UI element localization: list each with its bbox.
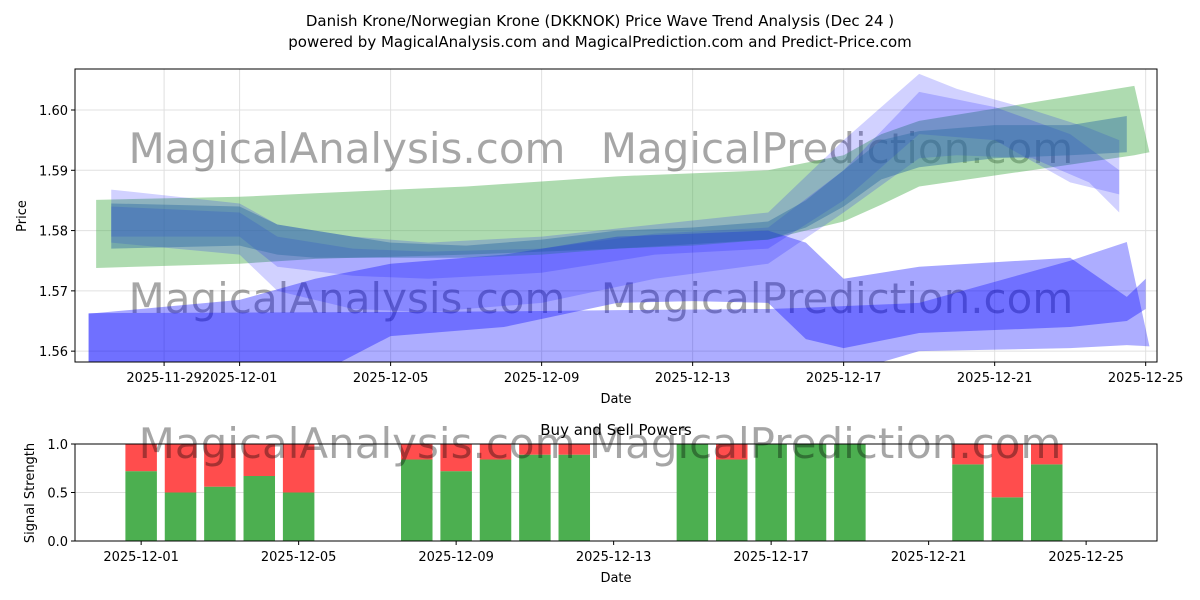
- watermark: MagicalAnalysis.com: [129, 274, 566, 323]
- buy-bar: [243, 476, 276, 541]
- buy-bar: [440, 471, 472, 541]
- y-tick-label: 1.59: [39, 164, 68, 179]
- buy-bar: [952, 464, 984, 541]
- buy-bar: [794, 444, 827, 541]
- sell-bar: [716, 444, 748, 460]
- blue-wave-rising: [88, 230, 1146, 362]
- x-tick-label: 2025-12-09: [504, 371, 580, 386]
- y-tick-label: 1.57: [39, 285, 68, 300]
- sell-bar: [479, 444, 512, 460]
- buy-bar: [204, 486, 236, 541]
- sell-bar: [1031, 444, 1063, 465]
- buy-bar: [834, 444, 866, 541]
- bar-y-axis-label: Signal Strength: [23, 443, 38, 543]
- watermark: MagicalAnalysis.com: [129, 124, 566, 173]
- sell-bar: [243, 444, 276, 477]
- y-tick-label: 1.0: [47, 438, 68, 453]
- bar-chart-title: Buy and Sell Powers: [540, 421, 692, 439]
- sell-bar: [519, 444, 551, 455]
- x-tick-label: 2025-11-29: [126, 371, 202, 386]
- x-tick-label: 2025-12-21: [891, 550, 967, 565]
- blue-wave-main: [111, 73, 1120, 312]
- buy-bar: [991, 497, 1024, 541]
- sell-bar: [282, 444, 315, 493]
- bands-layer: [88, 73, 1150, 362]
- chart-title: Danish Krone/Norwegian Krone (DKKNOK) Pr…: [306, 12, 894, 30]
- y-tick-label: 1.60: [39, 104, 68, 119]
- y-tick-label: 0.0: [47, 535, 68, 550]
- y-axis-label: Price: [15, 200, 30, 232]
- plot-frame: [74, 68, 1158, 363]
- bar-x-axis-label: Date: [600, 571, 631, 586]
- x-axis-label: Date: [600, 392, 631, 407]
- watermark: MagicalPrediction.com: [601, 124, 1074, 173]
- buy-bar: [125, 471, 157, 541]
- x-tick-label: 2025-12-21: [957, 371, 1033, 386]
- x-tick-label: 2025-12-25: [1048, 550, 1124, 565]
- sell-bar: [440, 444, 472, 472]
- x-tick-label: 2025-12-17: [733, 550, 809, 565]
- sell-bar: [991, 444, 1024, 498]
- buy-bar: [1031, 464, 1063, 541]
- x-tick-label: 2025-12-13: [576, 550, 652, 565]
- sell-bar: [204, 444, 236, 487]
- x-tick-label: 2025-12-13: [655, 371, 731, 386]
- x-tick-label: 2025-12-09: [418, 550, 494, 565]
- x-tick-label: 2025-12-05: [261, 550, 337, 565]
- y-tick-label: 0.5: [47, 487, 68, 502]
- buy-bar: [401, 459, 433, 541]
- green-trend-band: [96, 85, 1150, 268]
- sell-bar: [401, 444, 433, 460]
- buy-bar: [479, 459, 512, 541]
- buy-bar: [716, 459, 748, 541]
- buy-bar: [558, 454, 591, 541]
- x-tick-label: 2025-12-01: [202, 371, 278, 386]
- buy-bar: [282, 492, 315, 541]
- buy-bar: [755, 444, 787, 541]
- x-tick-label: 2025-12-01: [103, 550, 179, 565]
- x-tick-label: 2025-12-05: [353, 371, 429, 386]
- buy-bar: [676, 444, 709, 541]
- watermark: MagicalPrediction.com: [601, 274, 1074, 323]
- x-tick-label: 2025-12-25: [1108, 371, 1184, 386]
- buy-bar: [164, 492, 197, 541]
- buy-bar: [519, 454, 551, 541]
- y-tick-label: 1.58: [39, 225, 68, 240]
- teal-wave-core: [111, 116, 1127, 258]
- y-tick-label: 1.56: [39, 345, 68, 360]
- blue-wave-inner: [111, 91, 1120, 279]
- sell-bar: [952, 444, 984, 465]
- sell-bar: [164, 444, 197, 493]
- sell-bar: [125, 444, 157, 472]
- chart-subtitle: powered by MagicalAnalysis.com and Magic…: [288, 33, 912, 51]
- x-tick-label: 2025-12-17: [806, 371, 882, 386]
- sell-bar: [558, 444, 591, 455]
- blue-wave-low-wide: [88, 242, 1150, 362]
